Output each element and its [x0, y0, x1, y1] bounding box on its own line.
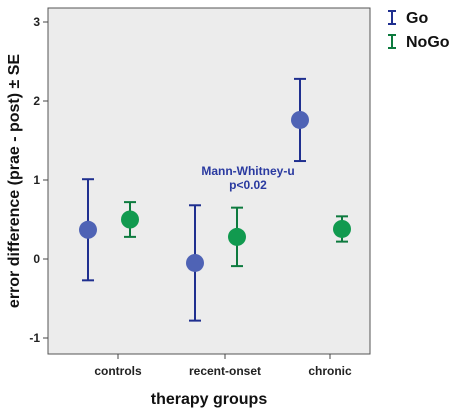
- data-point: [228, 227, 246, 246]
- y-tick-label: 2: [33, 94, 40, 108]
- annotation-line-2: p<0.02: [229, 178, 267, 192]
- y-axis-ticks: -1 0 1 2 3: [29, 15, 48, 345]
- series-nogo: [121, 201, 351, 268]
- legend: Go NoGo: [388, 10, 450, 51]
- y-tick-label: 0: [33, 252, 40, 266]
- series-go: [79, 77, 309, 322]
- legend-nogo-label: NoGo: [406, 34, 450, 51]
- plot-area: [47, 7, 371, 355]
- data-point: [186, 253, 204, 272]
- data-point: [291, 110, 309, 129]
- y-tick-label: 3: [33, 15, 40, 29]
- annotation-line-1: Mann-Whitney-u: [201, 164, 294, 178]
- y-axis-title: error difference (prae - post) ± SE: [6, 54, 23, 309]
- x-tick-label: controls: [94, 364, 142, 378]
- legend-go-label: Go: [406, 10, 428, 27]
- data-point: [121, 210, 139, 229]
- y-tick-label: -1: [29, 331, 40, 345]
- data-point: [79, 220, 97, 239]
- legend-nogo-marker: [388, 34, 396, 49]
- series-layer: [79, 77, 351, 322]
- x-axis-title: therapy groups: [151, 391, 268, 408]
- x-axis-ticks: controls recent-onset chronic: [94, 354, 352, 378]
- x-tick-label: chronic: [308, 364, 352, 378]
- legend-go-marker: [388, 10, 396, 25]
- y-tick-label: 1: [33, 173, 40, 187]
- x-tick-label: recent-onset: [189, 364, 261, 378]
- data-point: [333, 219, 351, 238]
